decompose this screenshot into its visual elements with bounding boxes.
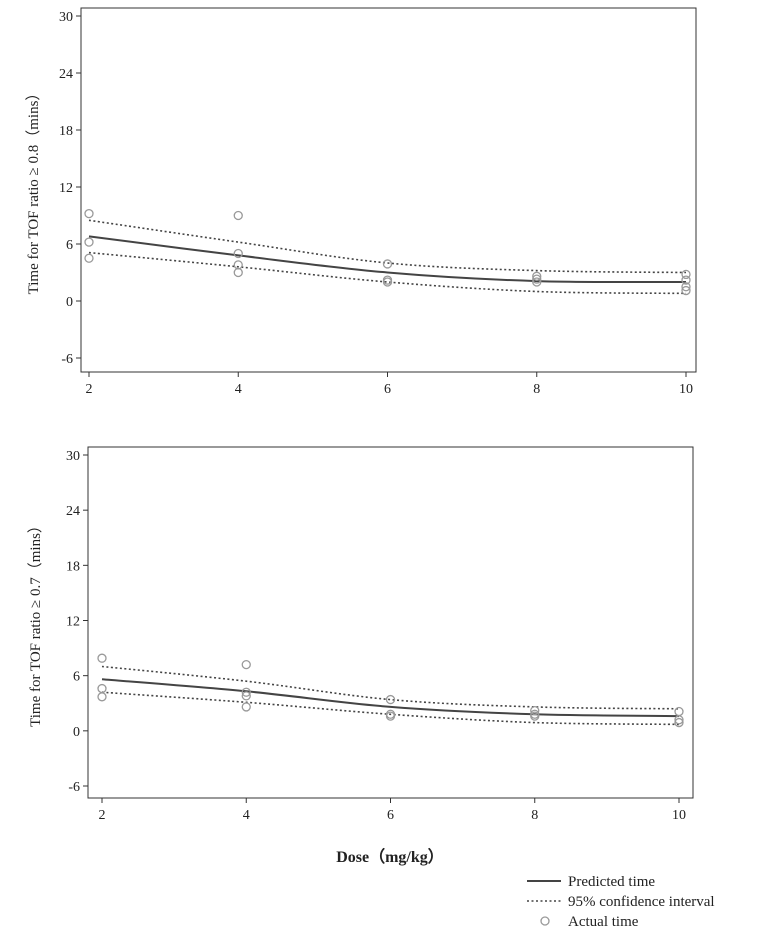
plot-frame [80,7,697,373]
actual-point [530,711,540,721]
y-tick-label: -6 [61,352,73,367]
x-axis-label: Dose（mg/kg） [336,848,444,866]
actual-point [385,711,396,721]
actual-point [84,208,94,219]
actual-point [674,717,684,728]
actual-point [241,691,251,701]
x-tick-label: 8 [531,808,538,823]
y-axis-label: Time for TOF ratio ≥ 0.8（mins） [25,86,42,295]
actual-point [681,282,691,292]
x-tick-label: 4 [235,382,242,397]
y-tick-label: 12 [59,181,73,196]
y-tick-label: 18 [66,559,80,574]
y-tick-label: 18 [59,124,73,139]
legend: Predicted time 95% confidence interval A… [527,874,715,930]
x-tick-label: 10 [679,382,693,397]
y-tick-label: 24 [66,504,80,519]
actual-point [382,259,393,269]
legend-actual-swatch [540,916,550,926]
actual-point [233,267,243,278]
x-tick-label: 4 [243,808,250,823]
plot-frame [87,446,694,799]
y-tick-label: 30 [66,449,80,464]
predicted-line [88,235,687,284]
legend-ci-label: 95% confidence interval [568,894,715,910]
actual-point [241,659,251,670]
actual-point [84,237,94,247]
x-tick-label: 10 [672,808,686,823]
actual-point [532,277,542,287]
actual-point [681,275,691,285]
actual-point [532,271,542,281]
y-tick-label: 6 [66,238,73,253]
predicted-line [101,678,680,718]
legend-predicted-label: Predicted time [568,874,655,890]
ci-lower-line [88,251,687,295]
actual-point [241,687,251,697]
y-tick-label: 12 [66,615,80,630]
actual-point [97,653,107,663]
actual-point [674,715,684,725]
y-tick-label: 24 [59,67,73,82]
ci-lower-line [101,691,680,726]
actual-point [84,253,94,263]
legend-actual-label: Actual time [568,914,639,930]
x-tick-label: 6 [384,382,391,397]
actual-point [385,694,396,705]
actual-point [530,705,540,716]
actual-point [681,285,691,296]
y-tick-label: 0 [73,725,80,740]
actual-point [681,269,691,280]
actual-point [382,277,393,287]
x-tick-label: 2 [86,382,93,397]
actual-point [241,702,251,712]
x-tick-label: 2 [99,808,106,823]
ci-upper-line [101,665,680,710]
actual-point [97,692,107,702]
y-tick-label: -6 [68,780,80,795]
ci-upper-line [88,219,687,274]
x-tick-label: 6 [387,808,394,823]
y-tick-label: 6 [73,670,80,685]
actual-point [233,210,243,221]
actual-point [674,706,684,717]
y-tick-label: 0 [66,295,73,310]
actual-point [233,248,243,259]
actual-point [532,274,542,284]
y-axis-label: Time for TOF ratio ≥ 0.7（mins） [27,518,44,727]
y-tick-label: 30 [59,10,73,25]
actual-point [233,260,243,270]
x-tick-label: 8 [533,382,540,397]
actual-point [97,683,107,694]
